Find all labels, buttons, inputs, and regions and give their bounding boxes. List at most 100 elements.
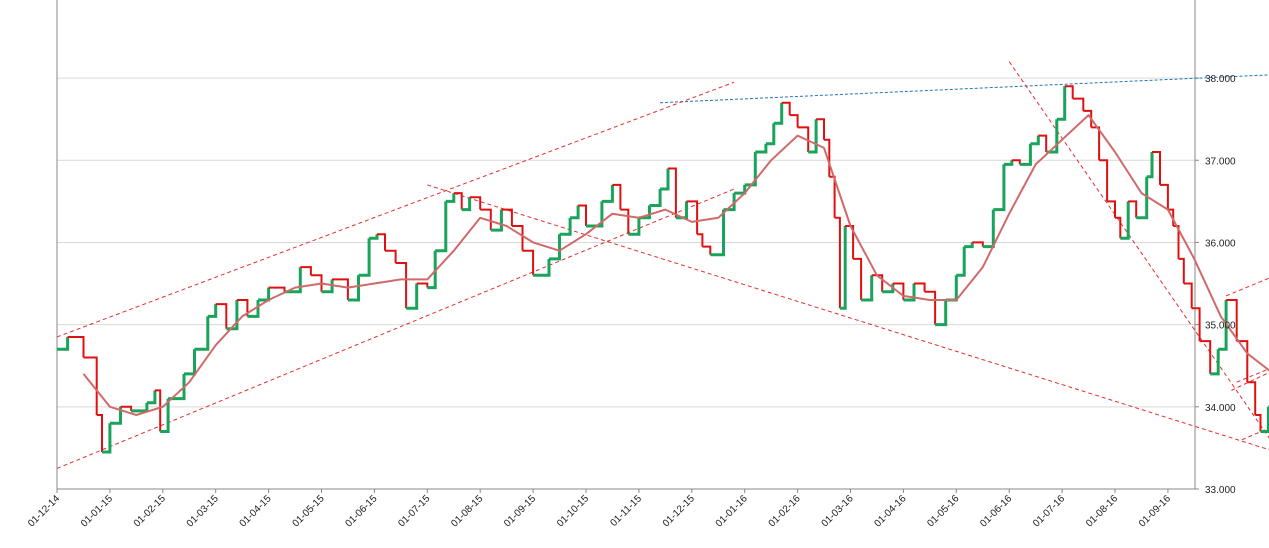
price-step-down xyxy=(1184,284,1192,309)
channel-trendline xyxy=(1009,62,1269,452)
price-step-up xyxy=(102,423,110,452)
price-step-down xyxy=(697,234,702,246)
price-step-up xyxy=(258,288,269,300)
y-tick-label: 33.000 xyxy=(1205,485,1236,496)
price-step-up xyxy=(427,251,435,288)
price-step-down xyxy=(269,288,285,292)
price-step-up xyxy=(1020,144,1031,165)
price-step-up xyxy=(560,218,571,234)
x-tick-label: 01-11-15 xyxy=(608,493,644,529)
price-step-down xyxy=(1255,415,1260,432)
trendlines xyxy=(57,8,1269,468)
price-step-down xyxy=(470,197,481,209)
price-step-up xyxy=(549,234,560,259)
price-step-up xyxy=(359,238,370,275)
price-step-up xyxy=(369,234,377,238)
price-step-up xyxy=(1120,201,1128,238)
channel-trendline xyxy=(57,189,734,468)
x-tick-label: 01-04-15 xyxy=(238,493,274,529)
price-step-up xyxy=(946,275,957,300)
price-step-up xyxy=(734,185,745,193)
price-step-up xyxy=(1004,160,1012,164)
price-step-up xyxy=(983,210,994,247)
price-step-up xyxy=(208,304,216,316)
price-step-down xyxy=(1247,382,1255,415)
price-step-down xyxy=(620,210,628,235)
price-step-up xyxy=(766,123,774,144)
x-tick-label: 01-06-15 xyxy=(343,493,379,529)
price-step-down xyxy=(972,242,983,246)
price-step-down xyxy=(396,263,407,308)
price-step-up xyxy=(1057,86,1065,119)
x-tick-label: 01-03-16 xyxy=(820,493,856,529)
x-tick-label: 01-06-16 xyxy=(978,493,1014,529)
price-step-up xyxy=(956,247,964,276)
x-tick-label: 01-02-16 xyxy=(767,493,803,529)
price-step-up xyxy=(602,185,613,202)
price-step-up xyxy=(660,169,668,190)
x-tick-label: 01-07-16 xyxy=(1031,493,1067,529)
x-tick-label: 01-12-14 xyxy=(26,493,62,529)
price-step-down xyxy=(925,292,936,325)
price-step-down xyxy=(68,337,84,358)
price-step-down xyxy=(1099,160,1107,201)
channel-trendline xyxy=(1237,99,1269,383)
price-step-up xyxy=(1210,349,1218,374)
y-tick-label: 35.000 xyxy=(1205,321,1236,332)
y-tick-label: 37.000 xyxy=(1205,156,1236,167)
price-step-down xyxy=(332,279,348,300)
price-step-up xyxy=(1136,177,1147,218)
x-tick-label: 01-09-16 xyxy=(1137,493,1173,529)
axes xyxy=(57,0,1195,489)
price-step-down xyxy=(790,115,798,127)
price-step-down xyxy=(1179,259,1184,284)
x-tick-label: 01-10-15 xyxy=(555,493,591,529)
price-step-down xyxy=(1091,127,1099,160)
x-tick-label: 01-09-15 xyxy=(502,493,538,529)
price-step-up xyxy=(774,103,782,124)
y-tick-label: 34.000 xyxy=(1205,403,1236,414)
price-step-down xyxy=(1073,99,1084,111)
price-step-up xyxy=(808,119,816,152)
price-step-up xyxy=(993,164,1004,209)
price-step-up xyxy=(586,201,602,226)
moving-average-series xyxy=(84,82,1269,415)
x-tick-label: 01-05-16 xyxy=(925,493,961,529)
price-step-down xyxy=(702,247,710,255)
price-step-up xyxy=(57,337,68,349)
x-tick-label: 01-01-15 xyxy=(79,493,115,529)
channel-trendline xyxy=(1226,8,1269,296)
price-step-down xyxy=(501,210,512,226)
price-step-up xyxy=(147,390,155,402)
x-tick-label: 01-05-15 xyxy=(291,493,327,529)
price-step-up xyxy=(184,349,195,374)
price-step-up xyxy=(964,242,972,246)
resistance-trendline xyxy=(660,45,1269,103)
x-tick-label: 01-07-15 xyxy=(396,493,432,529)
price-step-down xyxy=(300,267,311,275)
price-step-up xyxy=(650,189,661,206)
price-step-up xyxy=(1147,152,1152,177)
x-tick-label: 01-04-16 xyxy=(872,493,908,529)
price-step-down xyxy=(97,415,102,452)
price-step-up xyxy=(935,300,946,325)
grid-lines xyxy=(57,78,1199,489)
price-series xyxy=(57,53,1269,452)
price-step-down xyxy=(1107,201,1115,217)
price-step-down xyxy=(835,218,840,308)
price-step-down xyxy=(914,284,925,292)
price-step-up xyxy=(861,275,872,300)
price-step-up xyxy=(755,144,766,152)
channel-trendline xyxy=(57,82,734,337)
price-step-down xyxy=(1200,341,1211,374)
x-tick-label: 01-01-16 xyxy=(714,493,750,529)
price-step-down xyxy=(417,284,428,288)
y-tick-label: 36.000 xyxy=(1205,238,1236,249)
moving-average-line xyxy=(84,82,1269,415)
price-step-up xyxy=(570,206,578,218)
price-step-up xyxy=(446,193,454,201)
x-tick-label: 01-08-16 xyxy=(1084,493,1120,529)
